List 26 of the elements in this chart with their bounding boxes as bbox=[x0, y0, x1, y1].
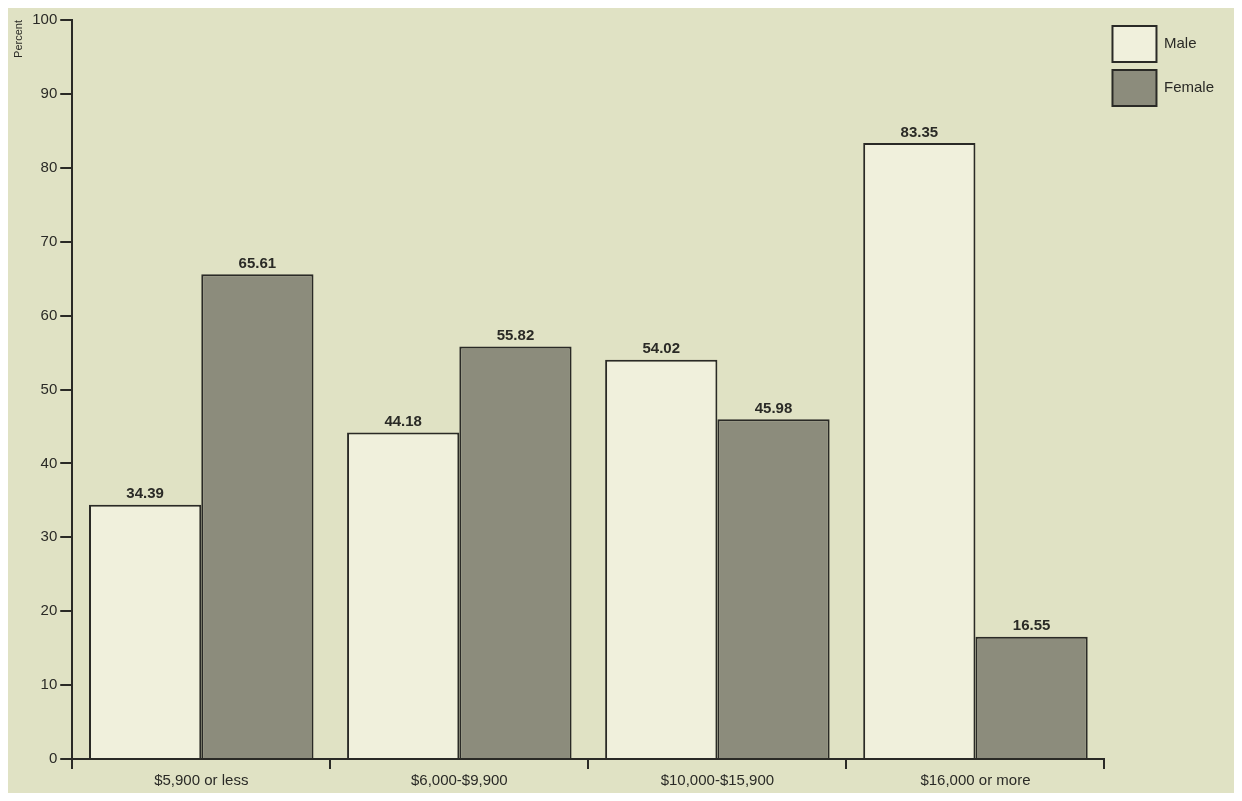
x-tick-label: $10,000-$15,900 bbox=[660, 771, 775, 789]
data-label: 45.98 bbox=[754, 398, 793, 416]
y-tick-label: 0 bbox=[48, 749, 58, 767]
x-tick-label: $6,000-$9,900 bbox=[410, 771, 508, 789]
y-tick-label: 10 bbox=[40, 675, 58, 693]
data-label: 55.82 bbox=[496, 326, 535, 344]
data-label: 65.61 bbox=[238, 253, 277, 271]
y-tick-label: 30 bbox=[40, 527, 58, 545]
data-label: 34.39 bbox=[126, 484, 164, 502]
y-axis-title: Percent bbox=[11, 20, 24, 58]
y-tick-label: 80 bbox=[40, 157, 58, 175]
y-tick-label: 40 bbox=[40, 453, 58, 471]
y-tick-label: 20 bbox=[40, 601, 58, 619]
legend-label: Male bbox=[1163, 34, 1197, 52]
y-tick-label: 60 bbox=[40, 305, 58, 323]
y-tick-label: 90 bbox=[40, 84, 58, 102]
y-tick-label: 70 bbox=[40, 231, 58, 249]
data-label: 16.55 bbox=[1012, 616, 1051, 634]
data-label: 54.02 bbox=[642, 339, 681, 357]
data-label: 83.35 bbox=[900, 122, 939, 140]
x-tick-label: $16,000 or more bbox=[920, 771, 1031, 789]
data-label: 44.18 bbox=[384, 412, 422, 430]
y-tick-label: 100 bbox=[32, 10, 58, 28]
legend-label: Female bbox=[1163, 78, 1215, 96]
y-tick-label: 50 bbox=[40, 379, 58, 397]
x-tick-label: $5,900 or less bbox=[154, 771, 249, 789]
